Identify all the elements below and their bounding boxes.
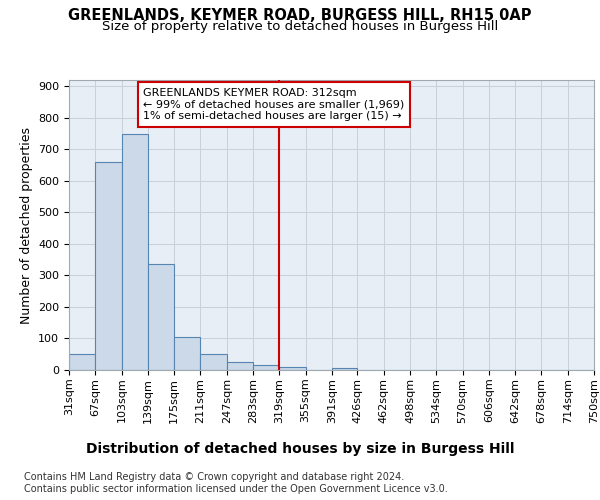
- Text: GREENLANDS KEYMER ROAD: 312sqm
← 99% of detached houses are smaller (1,969)
1% o: GREENLANDS KEYMER ROAD: 312sqm ← 99% of …: [143, 88, 405, 121]
- Text: Distribution of detached houses by size in Burgess Hill: Distribution of detached houses by size …: [86, 442, 514, 456]
- Y-axis label: Number of detached properties: Number of detached properties: [20, 126, 32, 324]
- Bar: [227, 362, 253, 370]
- Bar: [148, 264, 174, 370]
- Text: Contains HM Land Registry data © Crown copyright and database right 2024.
Contai: Contains HM Land Registry data © Crown c…: [24, 472, 448, 494]
- Bar: [332, 368, 358, 370]
- Bar: [69, 354, 95, 370]
- Text: GREENLANDS, KEYMER ROAD, BURGESS HILL, RH15 0AP: GREENLANDS, KEYMER ROAD, BURGESS HILL, R…: [68, 8, 532, 22]
- Bar: [253, 366, 279, 370]
- Bar: [200, 354, 227, 370]
- Bar: [122, 134, 148, 370]
- Bar: [279, 367, 305, 370]
- Text: Size of property relative to detached houses in Burgess Hill: Size of property relative to detached ho…: [102, 20, 498, 33]
- Bar: [95, 162, 122, 370]
- Bar: [174, 337, 200, 370]
